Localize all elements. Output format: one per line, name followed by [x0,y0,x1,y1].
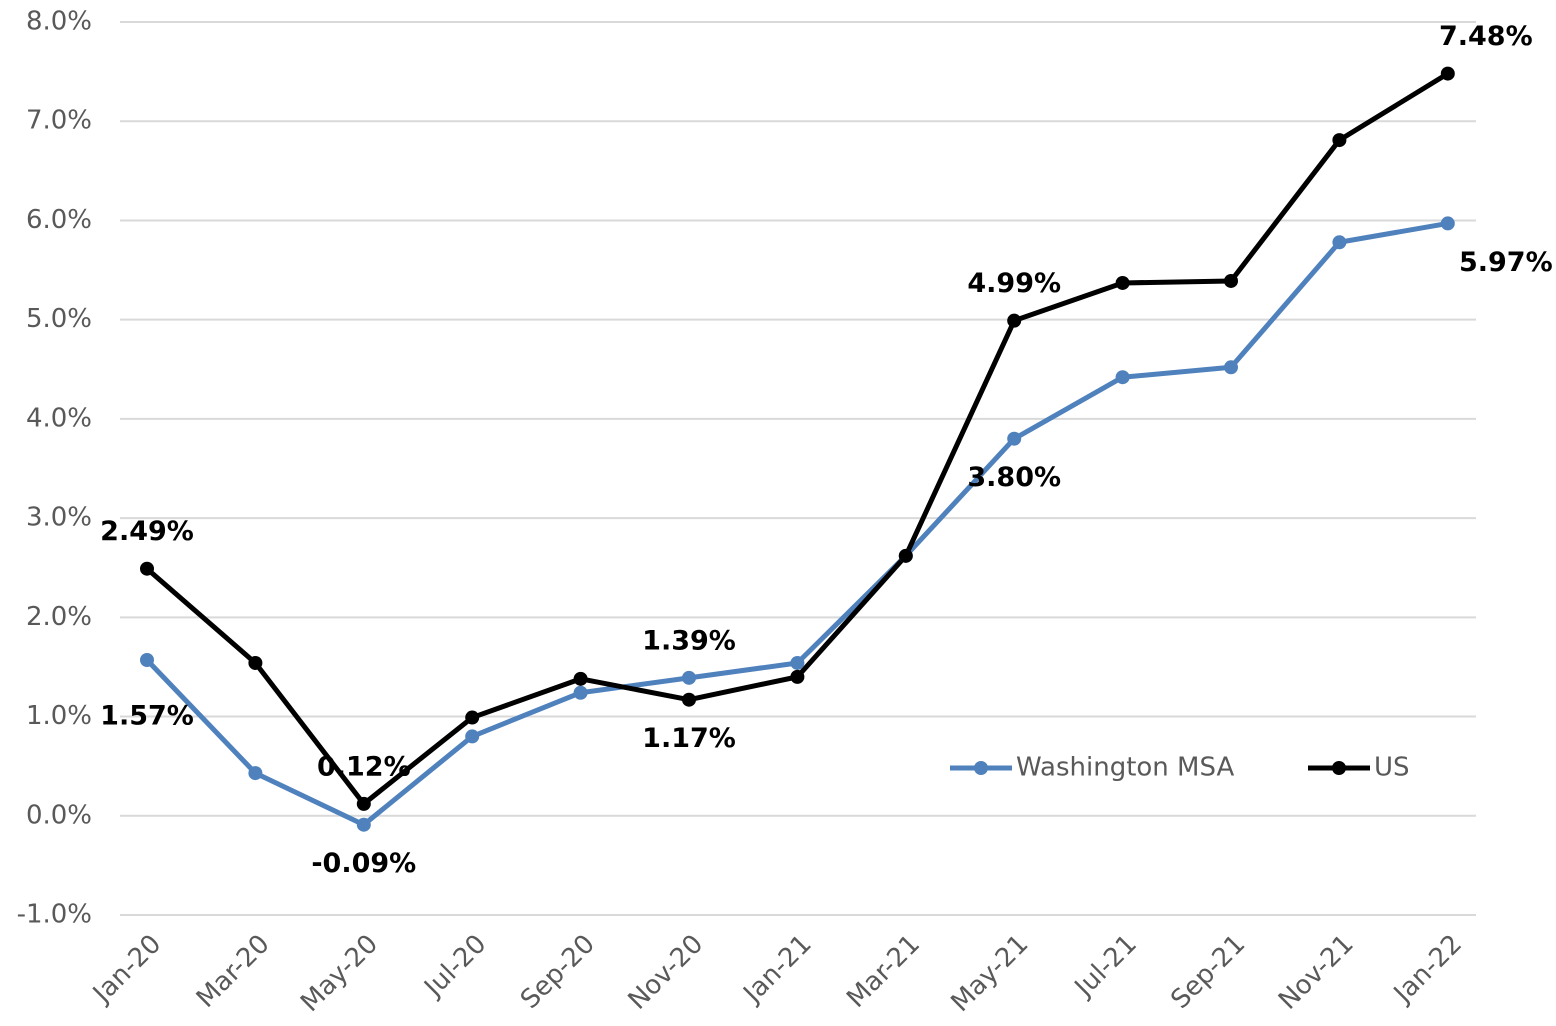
x-tick-label: Mar-20 [191,929,276,1014]
series-point [898,548,913,563]
legend-marker [1332,761,1346,775]
y-tick-label: 1.0% [26,701,92,731]
x-tick-label: Sep-21 [1165,929,1251,1015]
y-tick-label: -1.0% [17,900,92,930]
data-label: 7.48% [1439,21,1533,52]
series-point [1007,313,1022,328]
data-label: 3.80% [967,462,1061,493]
x-tick-label: May-20 [295,929,384,1018]
series-point [1007,431,1022,446]
x-tick-label: May-21 [946,929,1035,1018]
series-point [790,669,805,684]
series-point [573,671,588,686]
series-line [145,220,1449,828]
y-tick-label: 3.0% [26,503,92,533]
series-point [248,766,263,781]
series-point [140,561,154,576]
data-label: 4.99% [967,268,1061,299]
data-label: 1.17% [642,723,736,754]
series-point [1224,273,1238,288]
series-point [682,692,696,707]
x-tick-label: Nov-20 [623,929,710,1016]
data-label: 1.39% [642,625,736,656]
legend-label: Washington MSA [1016,753,1234,783]
y-tick-label: 0.0% [26,800,92,830]
x-tick-label: Jan-22 [1387,929,1468,1010]
series-point [1332,235,1347,250]
data-label: 0.12% [317,751,411,782]
data-label: 2.49% [100,516,194,547]
data-label: 1.57% [100,700,194,731]
y-tick-label: 5.0% [26,304,92,334]
series-point [1440,66,1455,81]
x-tick-label: Mar-21 [841,929,926,1014]
series-point [140,652,154,667]
series-point [465,729,480,744]
series-line [145,71,1450,807]
series-point [790,655,805,670]
series-point [1115,370,1130,385]
series-point [1440,216,1455,231]
x-tick-label: Nov-21 [1273,929,1360,1016]
series-point [248,655,263,670]
y-tick-label: 2.0% [26,602,92,632]
data-label: 5.97% [1459,247,1553,278]
series-point [465,710,480,725]
y-tick-label: 4.0% [26,403,92,433]
x-tick-label: Jul-20 [418,929,493,1004]
x-tick-label: Sep-20 [515,929,601,1015]
series-point [1224,360,1238,375]
series-point [1332,133,1347,148]
legend-label: US [1374,753,1410,783]
series-point [356,817,371,832]
series-point [573,685,588,700]
data-label: -0.09% [311,848,416,879]
y-tick-label: 6.0% [26,205,92,235]
x-tick-label: Jul-21 [1068,929,1143,1004]
series-point [356,796,371,811]
legend-marker [974,761,988,775]
series-point [682,670,696,685]
x-tick-label: Jan-20 [86,929,167,1010]
y-tick-label: 7.0% [26,106,92,136]
series-point [1115,275,1130,290]
y-tick-label: 8.0% [26,7,92,37]
x-tick-label: Jan-21 [737,929,818,1010]
